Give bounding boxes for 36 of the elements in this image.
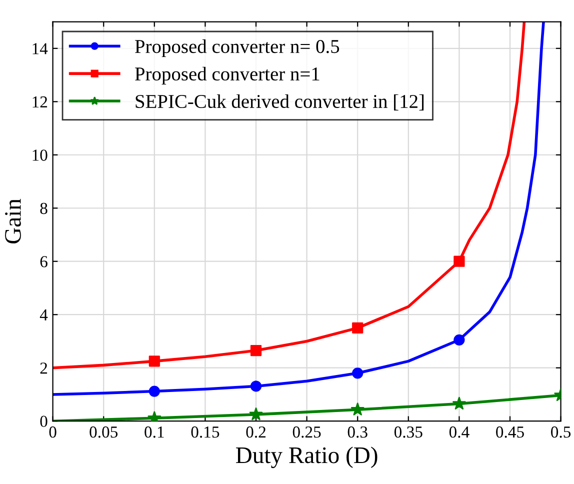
legend-label: Proposed converter n= 0.5	[135, 39, 340, 58]
point	[352, 322, 364, 334]
y-tick-label: 2	[40, 362, 48, 374]
x-tick-label: 0.2	[246, 426, 266, 438]
y-axis-title: Gain	[5, 198, 21, 244]
x-tick-label: 0.05	[90, 426, 118, 438]
x-tick-label: 0	[49, 426, 56, 438]
point	[250, 380, 262, 392]
point	[250, 344, 262, 356]
point	[350, 402, 364, 416]
x-tick-label: 0.3	[348, 426, 368, 438]
legend-label: Proposed converter n=1	[135, 66, 320, 85]
x-tick-label: 0.45	[496, 426, 524, 438]
x-tick-label: 0.1	[144, 426, 164, 438]
y-tick-label: 0	[40, 416, 48, 428]
y-tick-label: 14	[32, 43, 48, 54]
x-tick-label: 0.35	[394, 426, 422, 438]
x-tick-label: 0.5	[551, 426, 571, 438]
y-tick-label: 4	[40, 309, 48, 320]
point	[148, 411, 162, 422]
point	[352, 368, 364, 379]
y-tick-label: 12	[32, 96, 48, 108]
x-tick-label: 0.4	[449, 426, 470, 438]
y-tick-label: 10	[32, 150, 48, 161]
point	[454, 334, 465, 346]
y-tick-label: 8	[40, 202, 48, 214]
point	[148, 356, 160, 367]
point	[148, 386, 160, 397]
x-axis-title: Duty Ratio (D)	[236, 446, 378, 468]
point	[452, 396, 466, 410]
legend-label: SEPIC-Cuk derived converter in [12]	[136, 94, 424, 110]
y-tick-label: 6	[40, 256, 48, 268]
point	[454, 256, 465, 267]
x-tick-label: 0.25	[292, 426, 321, 438]
x-tick-label: 0.15	[191, 426, 220, 438]
point	[249, 407, 263, 420]
